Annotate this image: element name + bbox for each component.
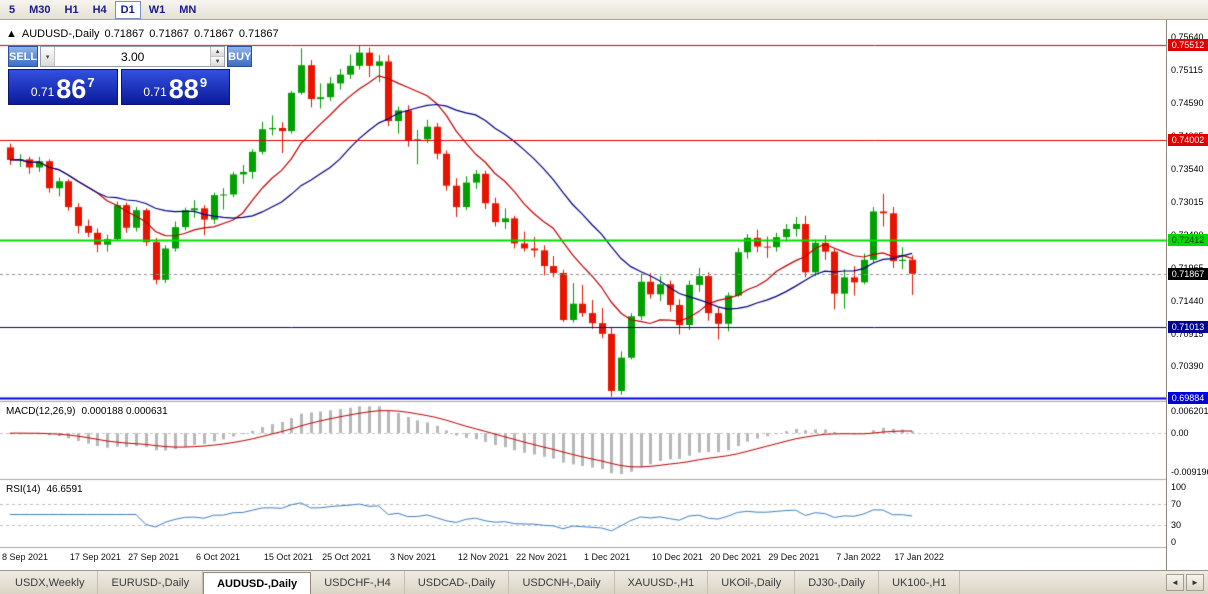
rsi-name: RSI(14) — [6, 484, 41, 495]
level-price-badge: 0.74002 — [1168, 133, 1208, 146]
chart-symbol: AUDUSD-,Daily — [21, 28, 100, 40]
volume-stepper: ▲ ▼ — [210, 47, 225, 66]
chart-tabs: USDX,Weekly EURUSD-,Daily AUDUSD-,Daily USD… — [0, 571, 1162, 594]
macd-axis-zero: 0.00 — [1171, 428, 1189, 439]
tab-usdcad-daily[interactable]: USDCAD-,Daily — [405, 571, 510, 594]
tabs-scroll-right-button[interactable]: ► — [1186, 574, 1204, 591]
date-tick: 27 Sep 2021 — [128, 552, 180, 562]
level-price-badge: 0.75512 — [1168, 38, 1208, 51]
volume-dropdown-button[interactable]: ▾ — [41, 47, 56, 66]
timeframe-mn[interactable]: MN — [179, 3, 197, 16]
date-tick: 10 Dec 2021 — [651, 552, 703, 562]
volume-input[interactable] — [55, 47, 211, 66]
volume-increase-button[interactable]: ▲ — [211, 47, 225, 57]
tab-dj30-daily[interactable]: DJ30-,Daily — [795, 571, 880, 594]
sell-button[interactable]: SELL — [8, 46, 39, 67]
rsi-indicator-label: RSI(14) 46.6591 — [6, 484, 83, 495]
one-click-trading-panel: SELL ▾ ▲ ▼ BUY 0.71 86 7 0 — [8, 46, 253, 105]
tab-bar: USDX,Weekly EURUSD-,Daily AUDUSD-,Daily USD… — [0, 570, 1208, 594]
tab-usdx-weekly[interactable]: USDX,Weekly — [2, 571, 99, 594]
date-tick: 8 Sep 2021 — [2, 552, 49, 562]
bid-price-prefix: 0.71 — [30, 85, 55, 99]
price-tick: 0.73015 — [1171, 196, 1204, 207]
date-tick: 17 Jan 2022 — [894, 552, 944, 562]
timeframe-w1[interactable]: W1 — [148, 3, 166, 16]
ohlc-low: 0.71867 — [194, 28, 234, 40]
current-price-badge: 0.71867 — [1168, 267, 1208, 280]
date-tick: 6 Oct 2021 — [196, 552, 241, 562]
time-axis[interactable]: 8 Sep 2021 17 Sep 2021 27 Sep 2021 6 Oct 20… — [0, 550, 1166, 570]
tab-uk100-h1[interactable]: UK100-,H1 — [879, 571, 961, 594]
chart-title: ▲ AUDUSD-,Daily 0.71867 0.71867 0.71867 … — [6, 28, 279, 40]
ohlc-open: 0.71867 — [104, 28, 145, 40]
price-tick: 0.70915 — [1171, 328, 1204, 339]
timeframe-5[interactable]: 5 — [9, 3, 16, 16]
ohlc-close: 0.71867 — [238, 28, 279, 40]
tab-usdchf-h4[interactable]: USDCHF-,H4 — [311, 571, 405, 594]
ask-price-sup: 9 — [199, 75, 208, 90]
date-tick: 29 Dec 2021 — [768, 552, 820, 562]
chart-area: 8 Sep 2021 17 Sep 2021 27 Sep 2021 6 Oct 20… — [0, 20, 1208, 570]
volume-control: ▾ ▲ ▼ — [40, 46, 226, 67]
date-tick: 22 Nov 2021 — [516, 552, 568, 562]
tab-scroll-arrows: ◄ ► — [1162, 571, 1208, 594]
ask-price-button[interactable]: 0.71 88 9 — [120, 69, 230, 105]
price-tick: 0.75640 — [1171, 31, 1204, 42]
macd-axis-min: -0.009196 — [1171, 467, 1208, 477]
timeframe-toolbar: 5 M30 H1 H4 D1 W1 MN — [0, 0, 1208, 20]
macd-indicator-label: MACD(12,26,9) 0.000188 0.000631 — [6, 406, 168, 417]
level-price-badge: 0.71013 — [1168, 321, 1208, 334]
tab-usdcnh-daily[interactable]: USDCNH-,Daily — [509, 571, 615, 594]
tab-eurusd-daily[interactable]: EURUSD-,Daily — [98, 571, 204, 594]
date-tick: 3 Nov 2021 — [390, 552, 437, 562]
tab-audusd-daily[interactable]: AUDUSD-,Daily — [203, 572, 312, 594]
rsi-axis-tick: 100 — [1171, 482, 1187, 493]
bid-price-sup: 7 — [87, 75, 95, 90]
price-tick: 0.74590 — [1171, 97, 1204, 108]
macd-name: MACD(12,26,9) — [6, 406, 76, 417]
date-tick: 15 Oct 2021 — [263, 552, 313, 562]
timeframe-h1[interactable]: H1 — [64, 3, 79, 16]
timeframe-h4[interactable]: H4 — [92, 3, 107, 16]
price-axis[interactable]: 0.756400.751150.745900.740650.735400.730… — [1166, 20, 1208, 570]
ohlc-high: 0.71867 — [149, 28, 190, 40]
volume-decrease-button[interactable]: ▼ — [211, 57, 225, 66]
date-tick: 17 Sep 2021 — [69, 552, 121, 562]
symbol-marker-icon: ▲ — [6, 28, 17, 40]
tabs-scroll-left-button[interactable]: ◄ — [1166, 574, 1184, 591]
buy-button[interactable]: BUY — [227, 46, 253, 67]
ask-price-big: 88 — [168, 74, 199, 104]
price-tick: 0.71440 — [1171, 295, 1204, 306]
date-tick: 7 Jan 2022 — [836, 552, 881, 562]
date-tick: 20 Dec 2021 — [710, 552, 762, 562]
tab-xauusd-h1[interactable]: XAUUSD-,H1 — [615, 571, 709, 594]
level-price-badge: 0.72412 — [1168, 233, 1208, 246]
chart-canvas[interactable] — [0, 20, 1166, 570]
price-tick: 0.75115 — [1171, 64, 1203, 75]
macd-axis-max: 0.006201 — [1171, 406, 1208, 416]
date-tick: 25 Oct 2021 — [322, 552, 372, 562]
timeframe-d1[interactable]: D1 — [114, 0, 141, 19]
rsi-axis-tick: 30 — [1171, 520, 1182, 531]
ask-price-prefix: 0.71 — [143, 85, 167, 99]
rsi-axis-tick: 70 — [1171, 498, 1182, 509]
level-price-badge: 0.69884 — [1168, 392, 1208, 405]
macd-values: 0.000188 0.000631 — [81, 406, 168, 417]
rsi-axis-tick: 0 — [1171, 536, 1177, 547]
date-tick: 1 Dec 2021 — [584, 552, 631, 562]
timeframe-m30[interactable]: M30 — [29, 3, 51, 16]
price-tick: 0.73540 — [1171, 163, 1204, 174]
tab-ukoil-daily[interactable]: UKOil-,Daily — [708, 571, 796, 594]
bid-price-big: 86 — [56, 74, 87, 104]
price-tick: 0.70390 — [1171, 361, 1204, 372]
rsi-value: 46.6591 — [46, 484, 83, 495]
bid-price-button[interactable]: 0.71 86 7 — [8, 69, 118, 105]
date-tick: 12 Nov 2021 — [457, 552, 509, 562]
price-tick: 0.71965 — [1171, 263, 1204, 273]
